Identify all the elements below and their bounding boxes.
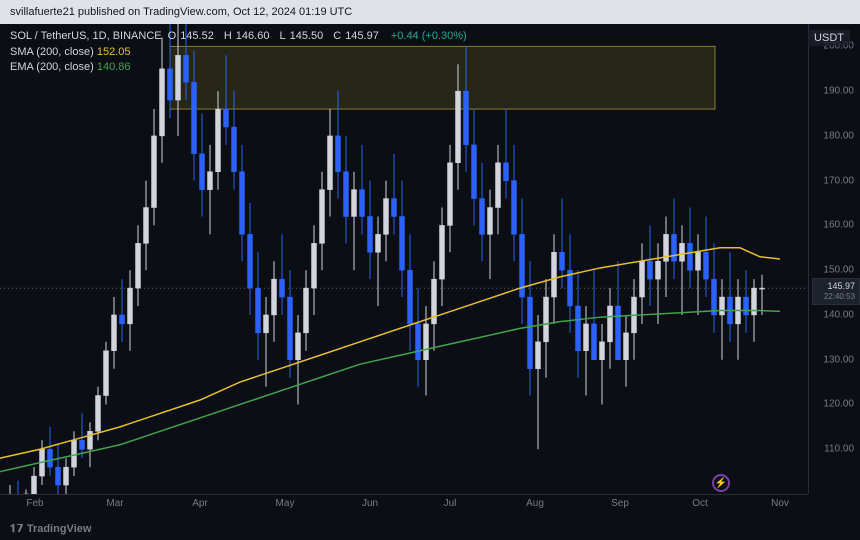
c-label: C: [333, 30, 341, 42]
price-tick: 110.00: [824, 444, 854, 455]
time-tick: Jul: [444, 498, 457, 509]
time-tick: Mar: [106, 498, 123, 509]
price-tick: 190.00: [823, 86, 854, 97]
banner-text: svillafuerte21 published on TradingView.…: [10, 6, 352, 18]
symbol-header[interactable]: SOL / TetherUS, 1D, BINANCE O145.52 H 146…: [10, 30, 467, 42]
price-tick: 180.00: [823, 130, 854, 141]
snapshot-icon[interactable]: [712, 474, 730, 492]
change-val: +0.44 (+0.30%): [391, 30, 467, 42]
chart-container[interactable]: SOL / TetherUS, 1D, BINANCE O145.52 H 146…: [0, 24, 860, 540]
time-tick: Feb: [26, 498, 43, 509]
time-tick: Aug: [526, 498, 544, 509]
h-label: H: [224, 30, 232, 42]
tradingview-logo: 𝟏𝟳 TradingView: [10, 522, 91, 536]
ema-indicator[interactable]: EMA (200, close) 140.86: [10, 61, 130, 73]
time-tick: Apr: [192, 498, 208, 509]
time-tick: Sep: [611, 498, 629, 509]
price-tick: 160.00: [823, 220, 854, 231]
plot-area[interactable]: [0, 24, 808, 494]
ema-value: 140.86: [97, 61, 131, 73]
sma-indicator[interactable]: SMA (200, close) 152.05: [10, 46, 130, 58]
symbol-label: SOL / TetherUS, 1D, BINANCE: [10, 30, 162, 42]
time-tick: May: [276, 498, 295, 509]
l-label: L: [279, 30, 285, 42]
price-tick: 150.00: [823, 265, 854, 276]
time-axis[interactable]: Feb Mar Apr May Jun Jul Aug Sep Oct Nov: [0, 494, 808, 516]
chart-svg: [0, 24, 808, 494]
l-val: 145.50: [290, 30, 324, 42]
time-tick: Oct: [692, 498, 708, 509]
o-val: 145.52: [180, 30, 214, 42]
time-tick: Nov: [771, 498, 789, 509]
price-tick: 130.00: [823, 354, 854, 365]
sma-label: SMA (200, close): [10, 46, 94, 58]
h-val: 146.60: [236, 30, 270, 42]
price-tick: 120.00: [823, 399, 854, 410]
ohlc-block: O145.52 H 146.60 L 145.50 C 145.97: [168, 30, 385, 42]
currency-badge[interactable]: USDT: [808, 30, 850, 46]
current-price-label: 145.9722:40:53: [812, 278, 860, 304]
price-axis[interactable]: 200.00190.00180.00170.00160.00150.00140.…: [808, 24, 860, 494]
o-label: O: [168, 30, 177, 42]
time-tick: Jun: [362, 498, 378, 509]
ema-label: EMA (200, close): [10, 61, 94, 73]
c-val: 145.97: [345, 30, 379, 42]
price-tick: 140.00: [823, 309, 854, 320]
sma-value: 152.05: [97, 46, 131, 58]
price-tick: 170.00: [823, 175, 854, 186]
publish-banner: svillafuerte21 published on TradingView.…: [0, 0, 860, 24]
